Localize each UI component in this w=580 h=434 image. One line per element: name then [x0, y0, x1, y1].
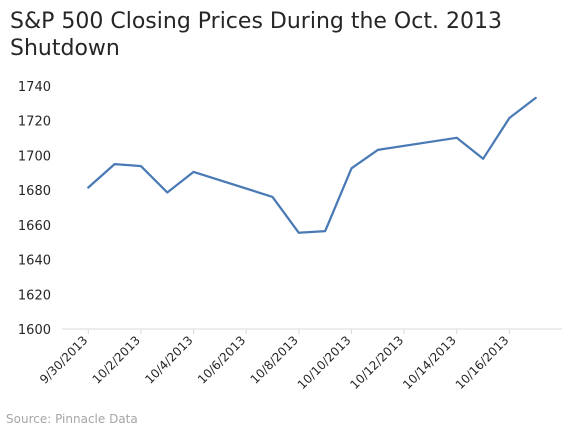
chart-title: S&P 500 Closing Prices During the Oct. 2…: [10, 9, 502, 61]
y-tick-label: 1720: [18, 115, 51, 130]
x-tick-label: 10/14/2013: [400, 333, 459, 392]
x-tick-label: 10/4/2013: [142, 333, 195, 386]
x-axis-ticks: [87, 329, 510, 334]
y-tick-label: 1600: [18, 323, 51, 338]
y-tick-label: 1620: [18, 288, 51, 303]
y-tick-label: 1640: [18, 254, 51, 269]
y-tick-label: 1680: [18, 184, 51, 199]
x-tick-label: 10/2/2013: [90, 333, 143, 386]
y-tick-label: 1660: [18, 219, 51, 234]
source-note: Source: Pinnacle Data: [6, 412, 138, 426]
x-tick-label: 10/6/2013: [195, 333, 248, 386]
series-line-0: [87, 96, 537, 234]
series-lines: [87, 96, 537, 234]
x-tick-label: 9/30/2013: [37, 333, 90, 386]
y-tick-label: 1740: [18, 80, 51, 95]
y-tick-label: 1700: [18, 149, 51, 164]
x-tick-label: 10/8/2013: [248, 333, 301, 386]
x-tick-label: 10/16/2013: [453, 333, 512, 392]
y-axis-labels: 1600 1620 1640 1660 1680 1700 1720 1740: [18, 80, 51, 338]
x-tick-label: 10/12/2013: [347, 333, 406, 392]
x-tick-label: 10/10/2013: [295, 333, 354, 392]
x-axis-labels: 9/30/2013 10/2/2013 10/4/2013 10/6/2013 10/8…: [37, 333, 511, 392]
